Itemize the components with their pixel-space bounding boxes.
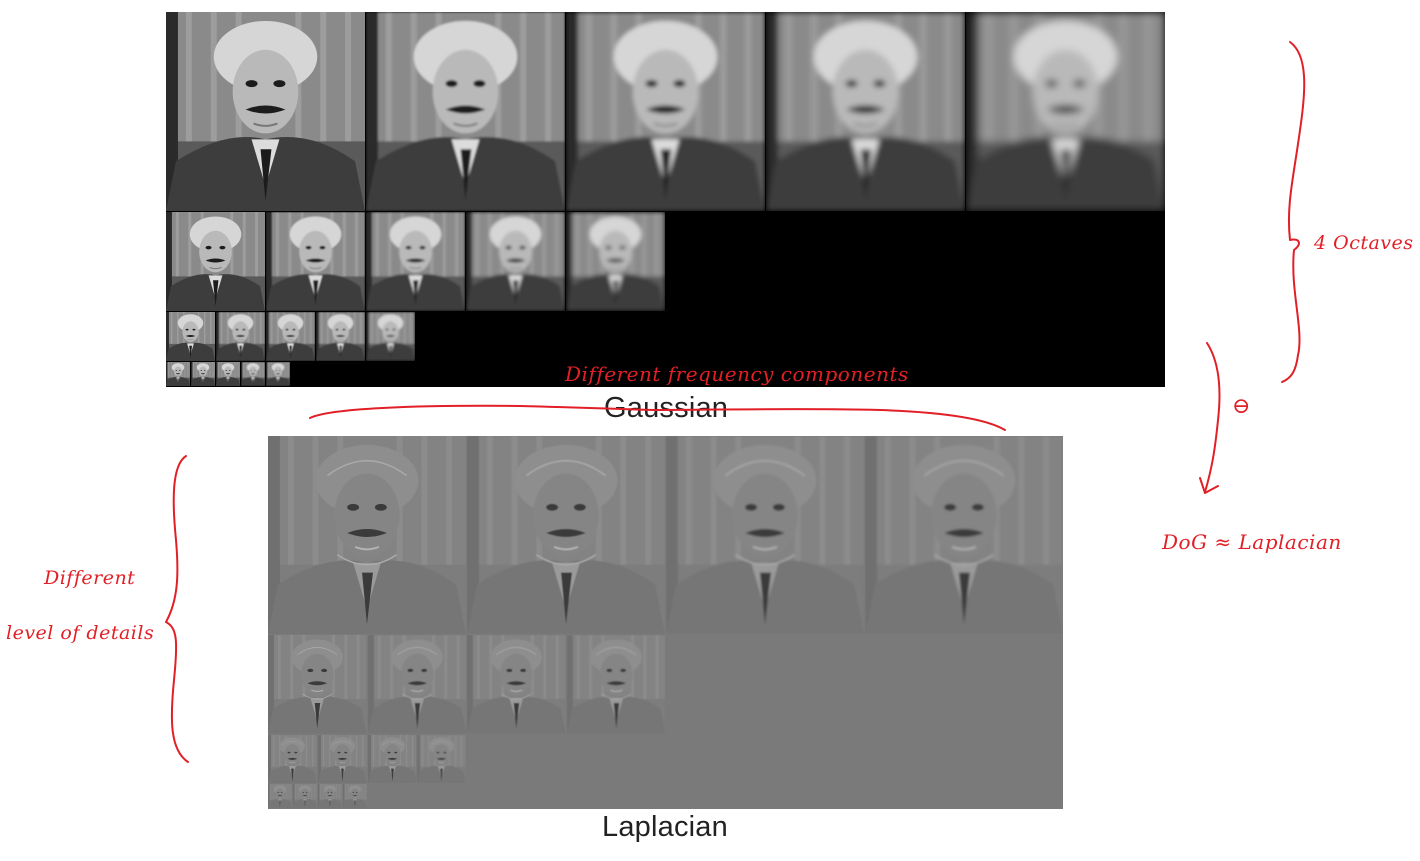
gaussian-octave-4-image-2 bbox=[191, 362, 215, 386]
laplacian-octave-4-image-4 bbox=[342, 784, 367, 809]
gaussian-octave-4-image-1 bbox=[166, 362, 190, 386]
dog-arrow bbox=[1204, 342, 1221, 493]
gaussian-octave-3-image-4 bbox=[316, 312, 365, 361]
laplacian-octave-4-image-3 bbox=[317, 784, 342, 809]
details-brace bbox=[165, 455, 189, 763]
laplacian-octave-1-image-4 bbox=[865, 436, 1063, 634]
gaussian-caption: Gaussian bbox=[604, 392, 729, 424]
laplacian-pyramid-panel bbox=[268, 436, 1063, 809]
gaussian-octave-3-image-2 bbox=[216, 312, 265, 361]
gaussian-pyramid-panel bbox=[166, 12, 1165, 387]
laplacian-octave-2-image-1 bbox=[268, 635, 367, 734]
laplacian-octave-4-image-2 bbox=[292, 784, 317, 809]
gaussian-octave-1-image-4 bbox=[766, 12, 965, 211]
dog-arrow-head bbox=[1199, 477, 1219, 494]
gaussian-octave-1-image-3 bbox=[566, 12, 765, 211]
laplacian-octave-3-image-1 bbox=[268, 734, 317, 784]
details-note-line2: level of details bbox=[6, 622, 155, 644]
octaves-note: 4 Octaves bbox=[1314, 232, 1414, 254]
laplacian-octave-2-image-2 bbox=[367, 635, 466, 734]
gaussian-octave-4-image-3 bbox=[216, 362, 240, 386]
laplacian-octave-2-image-4 bbox=[566, 635, 665, 734]
laplacian-octave-1-image-2 bbox=[467, 436, 665, 634]
gaussian-octave-1-image-1 bbox=[166, 12, 365, 211]
gaussian-octave-2-image-5 bbox=[566, 212, 665, 311]
gaussian-octave-4-image-5 bbox=[266, 362, 290, 386]
gaussian-octave-3-image-5 bbox=[366, 312, 415, 361]
laplacian-octave-3-image-3 bbox=[367, 734, 417, 784]
frequency-note: Different frequency components bbox=[565, 362, 909, 386]
gaussian-octave-2-image-1 bbox=[166, 212, 265, 311]
laplacian-octave-2-image-3 bbox=[467, 635, 566, 734]
gaussian-octave-1-image-5 bbox=[966, 12, 1165, 211]
octave-brace bbox=[1281, 41, 1306, 383]
laplacian-octave-1-image-1 bbox=[268, 436, 466, 634]
laplacian-caption: Laplacian bbox=[602, 811, 728, 843]
gaussian-octave-2-image-4 bbox=[466, 212, 565, 311]
laplacian-octave-1-image-3 bbox=[666, 436, 864, 634]
laplacian-octave-3-image-4 bbox=[417, 734, 466, 784]
gaussian-octave-2-image-2 bbox=[266, 212, 365, 311]
laplacian-octave-4-image-1 bbox=[268, 784, 292, 809]
gaussian-octave-4-image-4 bbox=[241, 362, 265, 386]
minus-symbol: ⊖ bbox=[1232, 394, 1251, 419]
gaussian-octave-1-image-2 bbox=[366, 12, 565, 211]
gaussian-octave-2-image-3 bbox=[366, 212, 465, 311]
details-note-line1: Different bbox=[44, 567, 136, 589]
gaussian-octave-3-image-1 bbox=[166, 312, 215, 361]
laplacian-octave-3-image-2 bbox=[317, 734, 367, 784]
gaussian-octave-3-image-3 bbox=[266, 312, 315, 361]
dog-note: DoG ≈ Laplacian bbox=[1162, 530, 1342, 554]
